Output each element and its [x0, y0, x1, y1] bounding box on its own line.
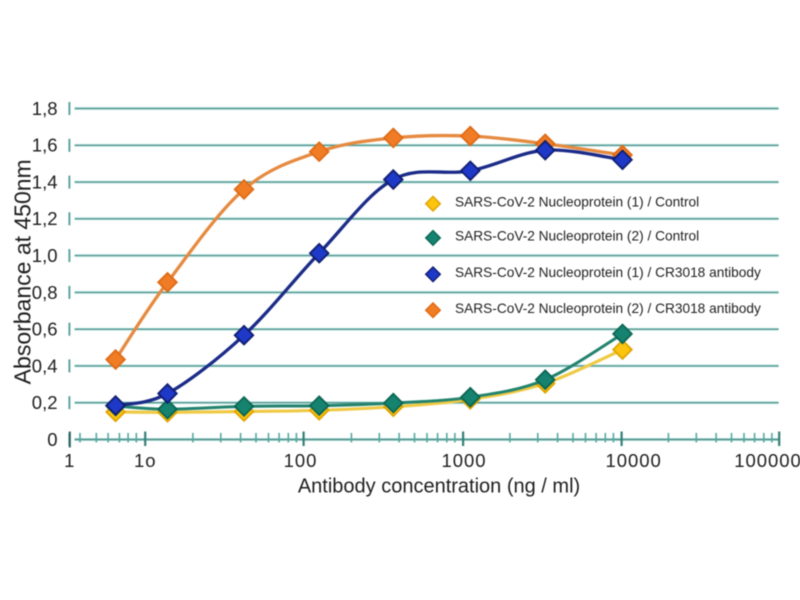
- svg-text:Absorbance at 450nm: Absorbance at 450nm: [10, 159, 36, 384]
- svg-text:100: 100: [284, 450, 318, 471]
- svg-text:1o: 1o: [134, 450, 156, 471]
- svg-text:0,8: 0,8: [32, 282, 58, 303]
- svg-text:SARS-CoV-2 Nucleoprotein (1) /: SARS-CoV-2 Nucleoprotein (1) / Control: [455, 194, 699, 209]
- svg-text:100000: 100000: [734, 450, 800, 471]
- svg-text:1: 1: [64, 450, 75, 471]
- svg-text:1,4: 1,4: [32, 172, 58, 193]
- svg-text:1,0: 1,0: [32, 245, 58, 266]
- svg-text:1,2: 1,2: [32, 208, 58, 229]
- svg-text:1000: 1000: [442, 450, 487, 471]
- svg-text:10000: 10000: [605, 450, 661, 471]
- svg-text:0,6: 0,6: [32, 319, 58, 340]
- svg-text:0,2: 0,2: [32, 392, 58, 413]
- svg-text:SARS-CoV-2 Nucleoprotein (1) /: SARS-CoV-2 Nucleoprotein (1) / CR3018 an…: [455, 265, 761, 280]
- svg-text:0: 0: [47, 429, 57, 450]
- svg-text:1,8: 1,8: [32, 98, 58, 119]
- svg-text:0,4: 0,4: [32, 355, 58, 376]
- svg-text:SARS-CoV-2 Nucleoprotein (2) /: SARS-CoV-2 Nucleoprotein (2) / CR3018 an…: [455, 301, 761, 316]
- svg-text:SARS-CoV-2 Nucleoprotein (2) /: SARS-CoV-2 Nucleoprotein (2) / Control: [455, 229, 699, 244]
- svg-text:1,6: 1,6: [32, 135, 58, 156]
- svg-text:Antibody concentration (ng / m: Antibody concentration (ng / ml): [298, 476, 580, 498]
